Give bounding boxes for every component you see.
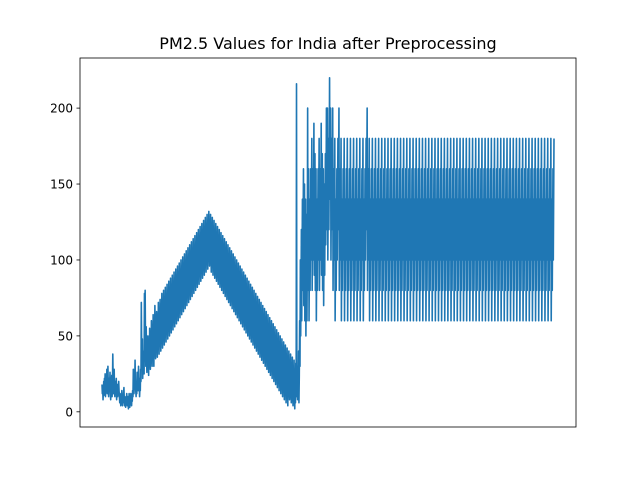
y-tick-label: 150 — [50, 178, 73, 192]
y-tick-label: 50 — [58, 329, 73, 343]
pm25-series-line — [101, 76, 555, 410]
chart-title: PM2.5 Values for India after Preprocessi… — [159, 34, 496, 53]
y-tick-label: 0 — [65, 405, 73, 419]
y-axis: 0 50 100 150 200 — [50, 102, 80, 419]
y-tick-label: 100 — [50, 253, 73, 267]
plot-frame — [79, 57, 577, 428]
y-tick-label: 200 — [50, 102, 73, 116]
